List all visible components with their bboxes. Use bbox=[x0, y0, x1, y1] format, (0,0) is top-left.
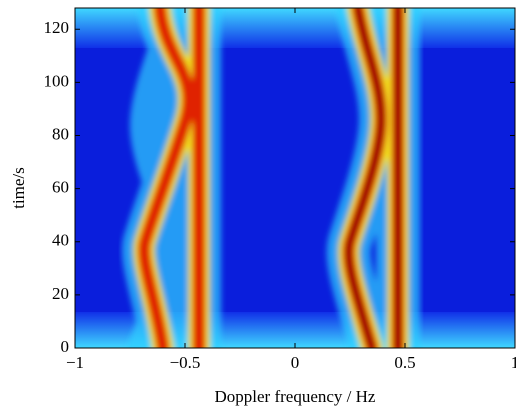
y-tick-label: 100 bbox=[44, 71, 70, 90]
x-tick-label: −1 bbox=[66, 353, 84, 372]
heatmap-image bbox=[75, 8, 515, 348]
y-tick-label: 40 bbox=[52, 231, 69, 250]
x-tick-label: 0 bbox=[291, 353, 300, 372]
x-tick-label: 0.5 bbox=[394, 353, 415, 372]
y-tick-label: 60 bbox=[52, 178, 69, 197]
y-axis-label: time/s bbox=[9, 167, 28, 209]
y-tick-label: 120 bbox=[44, 18, 70, 37]
x-axis-label: Doppler frequency / Hz bbox=[215, 387, 376, 406]
y-tick-label: 20 bbox=[52, 284, 69, 303]
x-tick-label: −0.5 bbox=[170, 353, 201, 372]
x-tick-label: 1 bbox=[511, 353, 516, 372]
y-tick-label: 0 bbox=[61, 337, 70, 356]
y-tick-label: 80 bbox=[52, 124, 69, 143]
